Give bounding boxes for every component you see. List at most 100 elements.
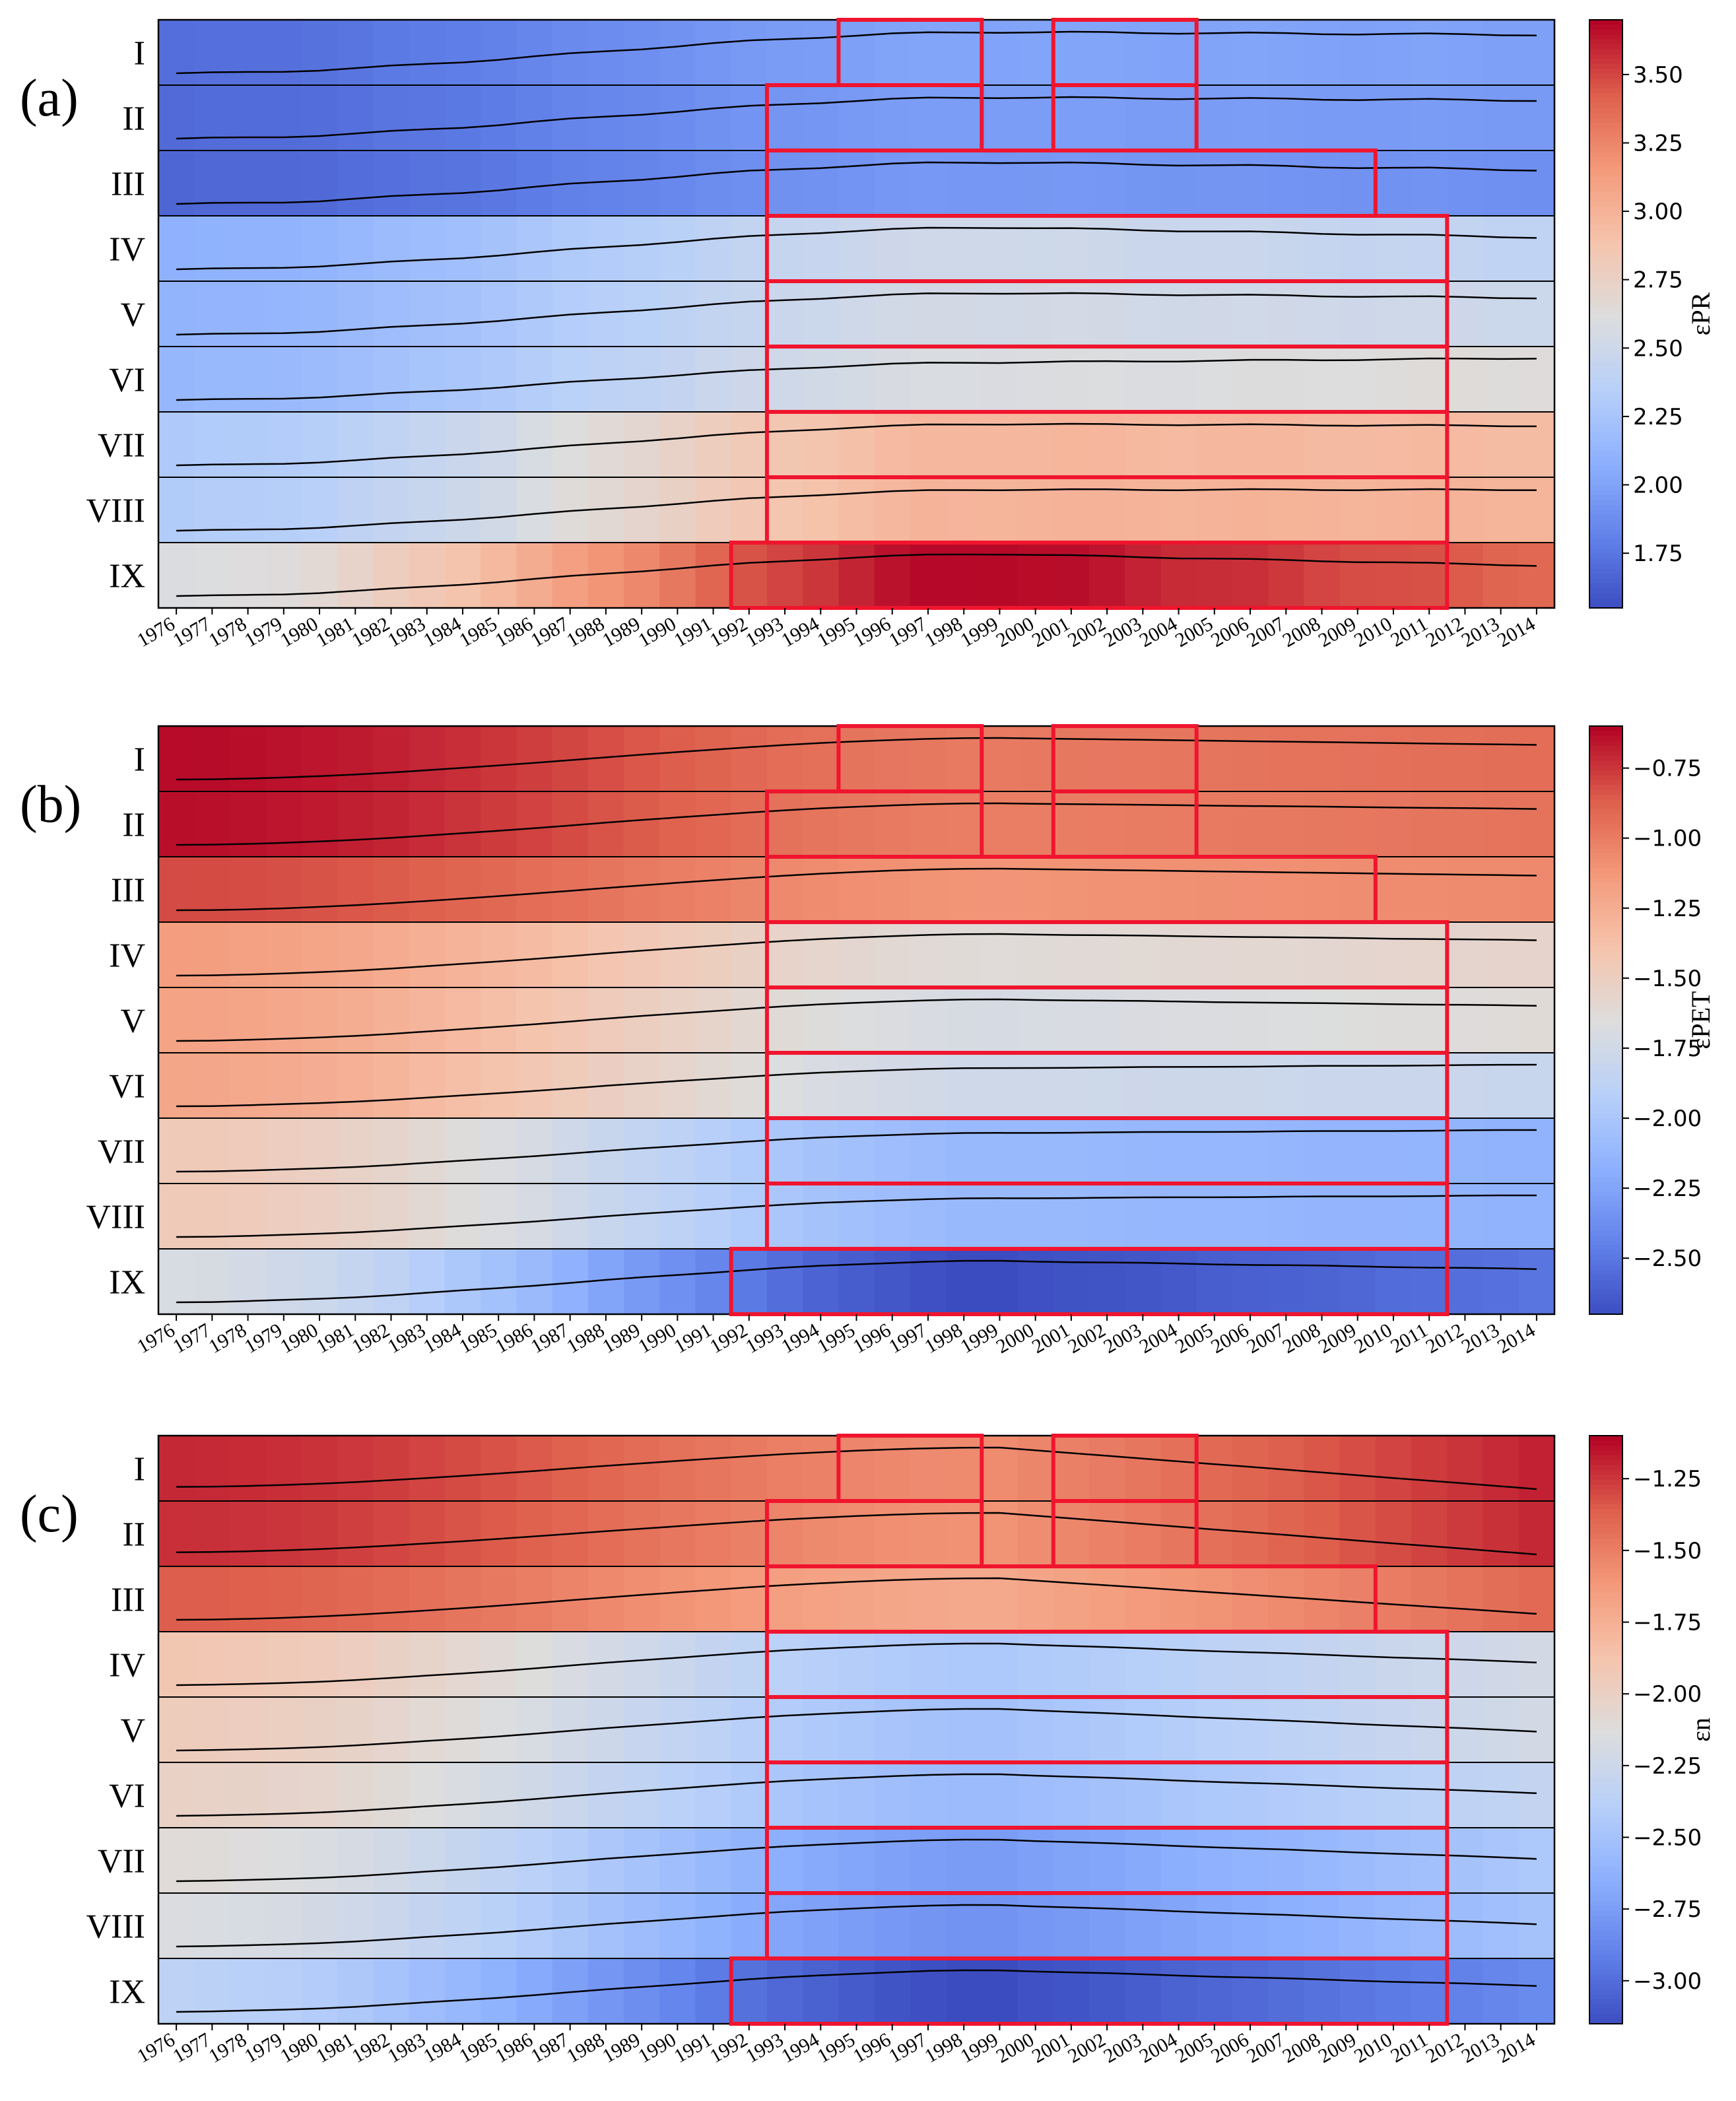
heatmap-cell [1483, 1118, 1519, 1184]
heatmap-cell [946, 1501, 982, 1566]
heatmap-cell [230, 1893, 267, 1958]
colorbar-segment [1589, 1578, 1622, 1584]
colorbar-segment [1589, 431, 1622, 438]
heatmap-cell [874, 281, 911, 347]
heatmap-cell [1196, 150, 1233, 216]
heatmap-cell [910, 1053, 947, 1118]
colorbar-segment [1589, 333, 1622, 339]
heatmap-cell [481, 1501, 517, 1566]
colorbar-segment [1589, 1867, 1622, 1873]
heatmap-cell [874, 216, 911, 281]
heatmap-cell [1339, 347, 1376, 412]
heatmap-cell [1196, 1118, 1233, 1184]
heatmap-cell [1411, 281, 1448, 347]
heatmap-cell [373, 1053, 410, 1118]
heatmap-cell [1483, 726, 1519, 791]
heatmap-cell [337, 987, 374, 1053]
heatmap-cell [659, 281, 696, 347]
heatmap-cell [910, 412, 947, 477]
heatmap-cell [444, 1053, 481, 1118]
heatmap-cell [1304, 216, 1341, 281]
trend-line [176, 1577, 1537, 1621]
heatmap-cell [552, 347, 589, 412]
heatmap-cell [1375, 412, 1412, 477]
heatmap-cell [1339, 857, 1376, 922]
colorbar-segment [1589, 1901, 1622, 1907]
heatmap-cell [695, 150, 732, 216]
heatmap-cell [874, 150, 911, 216]
heatmap-cell [803, 20, 839, 85]
heatmap-cell [982, 281, 1018, 347]
heatmap-cell [1089, 1632, 1125, 1697]
heatmap-cell [1196, 987, 1233, 1053]
heatmap-cell [337, 791, 374, 857]
heatmap-cell [158, 1118, 195, 1184]
heatmap-cell [982, 1053, 1018, 1118]
heatmap-cell [946, 85, 982, 150]
heatmap-cell [194, 1436, 231, 1501]
colorbar-segment [1589, 765, 1622, 771]
heatmap-cell [301, 1828, 338, 1893]
heatmap-cell [731, 543, 768, 608]
heatmap-cell [803, 726, 839, 791]
heatmap-cell [1375, 1184, 1412, 1249]
colorbar-segment [1589, 1206, 1622, 1213]
heatmap-cell [1196, 1184, 1233, 1249]
row-label: VII [98, 1133, 145, 1171]
heatmap-cell [1411, 1053, 1448, 1118]
heatmap-cell [695, 1501, 732, 1566]
heatmap-cell [1447, 1566, 1484, 1632]
heatmap-cell [158, 1249, 195, 1314]
heatmap-cell [982, 1893, 1018, 1958]
heatmap-cell [481, 1249, 517, 1314]
colorbar-tick-label: −2.75 [1633, 1896, 1702, 1923]
heatmap-cell [1447, 216, 1484, 281]
heatmap-cell [731, 281, 768, 347]
colorbar-segment [1589, 1705, 1622, 1711]
panel-2: (c)IIIIIIIVVVIVIIVIIIIX19761977197819791… [20, 1434, 1716, 2067]
heatmap-cell [409, 1762, 446, 1828]
colorbar-segment [1589, 785, 1622, 791]
colorbar-segment [1589, 275, 1622, 281]
heatmap-cell [1125, 347, 1162, 412]
colorbar-segment [1589, 574, 1622, 580]
colorbar-segment [1589, 824, 1622, 830]
heatmap-cell [1268, 150, 1304, 216]
heatmap-cell [1089, 1828, 1125, 1893]
heatmap-cell [1483, 922, 1519, 987]
heatmap-cell [659, 1184, 696, 1249]
row-label: II [122, 100, 145, 138]
heatmap-cell [1232, 1118, 1269, 1184]
heatmap-cell [1017, 1828, 1054, 1893]
heatmap-cell [1232, 1762, 1269, 1828]
heatmap-cell [516, 791, 553, 857]
colorbar-segment [1589, 1484, 1622, 1490]
heatmap-cell [731, 85, 768, 150]
colorbar-segment [1589, 1984, 1622, 1991]
row-label: I [134, 741, 145, 779]
colorbar-segment [1589, 804, 1622, 811]
colorbar-segment [1589, 1523, 1622, 1530]
colorbar-segment [1589, 1440, 1622, 1446]
colorbar-segment [1589, 1558, 1622, 1564]
colorbar-segment [1589, 309, 1622, 315]
heatmap-cell [158, 20, 195, 85]
heatmap-cell [1160, 726, 1197, 791]
heatmap-cell [1411, 791, 1448, 857]
colorbar-segment [1589, 1798, 1622, 1804]
colorbar-segment [1589, 108, 1622, 114]
heatmap-cell [516, 1184, 553, 1249]
heatmap-cell [659, 1566, 696, 1632]
heatmap-cell [1447, 1893, 1484, 1958]
heatmap-cell [230, 922, 267, 987]
heatmap-cell [838, 1436, 875, 1501]
heatmap-cell [301, 543, 338, 608]
heatmap-cell [910, 1436, 947, 1501]
heatmap-cell [1339, 1762, 1376, 1828]
colorbar-segment [1589, 142, 1622, 149]
colorbar-segment [1589, 191, 1622, 197]
colorbar-segment [1589, 1167, 1622, 1173]
heatmap-cell [1053, 1118, 1090, 1184]
heatmap-cell [444, 216, 481, 281]
colorbar-segment [1589, 446, 1622, 452]
